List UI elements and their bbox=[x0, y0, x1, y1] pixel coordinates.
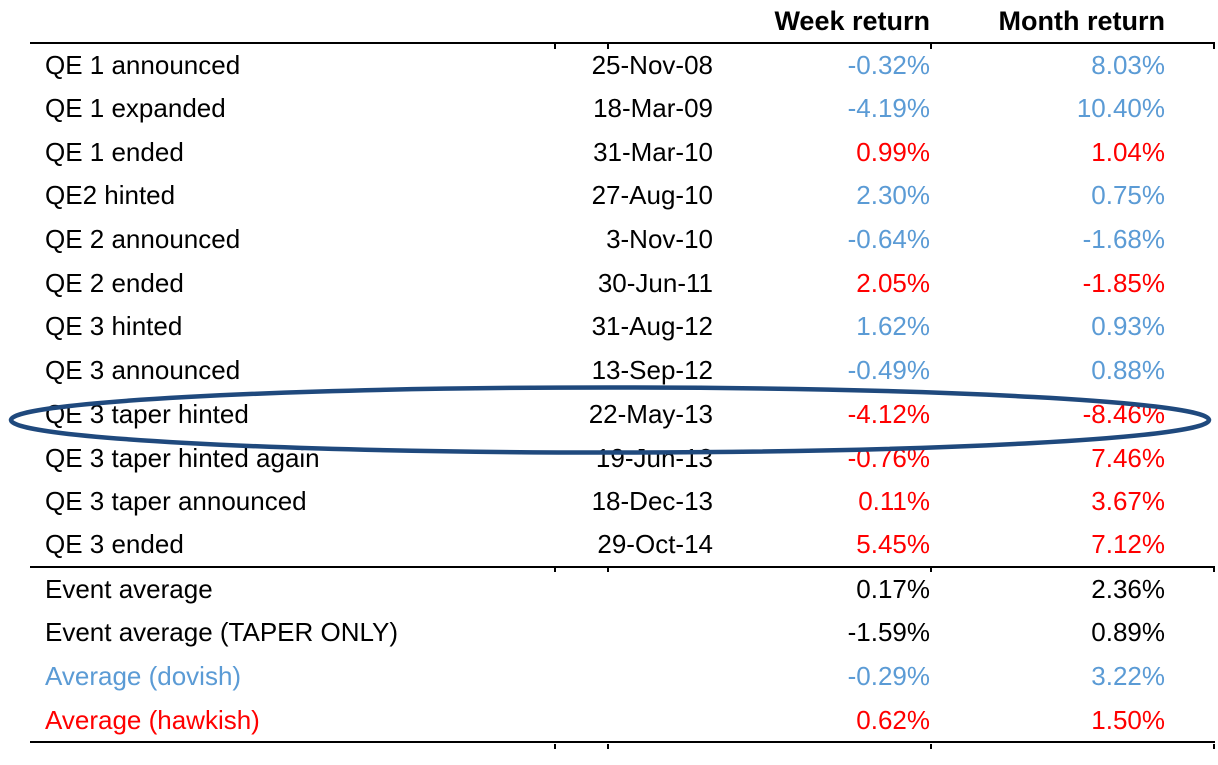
week-return-value: 0.99% bbox=[856, 136, 930, 167]
table-row: QE 3 announced 13-Sep-12 -0.49% 0.88% bbox=[30, 349, 1215, 393]
event-date: 19-Jun-13 bbox=[595, 442, 713, 473]
table-row: QE 1 announced 25-Nov-08 -0.32% 8.03% bbox=[30, 43, 1215, 87]
event-date: 13-Sep-12 bbox=[591, 355, 713, 386]
event-label: QE 3 ended bbox=[30, 523, 555, 569]
month-return-value: -1.85% bbox=[1082, 267, 1165, 298]
column-boundary-tick bbox=[930, 44, 932, 49]
month-return-value: 0.88% bbox=[1091, 355, 1165, 386]
event-date: 25-Nov-08 bbox=[591, 49, 713, 80]
week-return-value: 1.62% bbox=[856, 311, 930, 342]
month-return-value: 3.22% bbox=[1091, 661, 1165, 692]
column-boundary-tick bbox=[554, 44, 556, 49]
event-label: QE 3 taper hinted again bbox=[45, 442, 320, 473]
summary-label: Average (hawkish) bbox=[30, 698, 555, 744]
event-label: QE 2 announced bbox=[45, 224, 241, 255]
event-date: 29-Oct-14 bbox=[555, 523, 713, 569]
week-return-value: 2.05% bbox=[856, 267, 930, 298]
event-date: 27-Aug-10 bbox=[591, 180, 713, 211]
table-row: QE2 hinted 27-Aug-10 2.30% 0.75% bbox=[30, 174, 1215, 218]
table-row: QE 3 taper hinted again 19-Jun-13 -0.76%… bbox=[30, 436, 1215, 480]
week-return-value: -0.76% bbox=[847, 442, 930, 473]
week-return-header: Week return bbox=[713, 0, 930, 44]
summary-row: Event average 0.17% 2.36% bbox=[30, 567, 1215, 611]
event-label: QE 3 hinted bbox=[45, 311, 183, 342]
event-label: QE 1 ended bbox=[45, 136, 184, 167]
month-return-value: 7.46% bbox=[1091, 442, 1165, 473]
month-return-value: 10.40% bbox=[1076, 93, 1165, 124]
column-boundary-tick bbox=[930, 567, 932, 572]
summary-label: Average (dovish) bbox=[45, 661, 242, 692]
summary-row: Average (hawkish) 0.62% 1.50% bbox=[30, 698, 1215, 744]
month-return-header: Month return bbox=[930, 0, 1165, 44]
table-row: QE 3 ended 29-Oct-14 5.45% 7.12% bbox=[30, 523, 1215, 569]
table-row: QE 2 ended 30-Jun-11 2.05% -1.85% bbox=[30, 261, 1215, 305]
month-return-value: -8.46% bbox=[1082, 398, 1165, 429]
event-label: QE 2 ended bbox=[45, 267, 184, 298]
week-return-value: -4.12% bbox=[847, 398, 930, 429]
table-row: QE 1 expanded 18-Mar-09 -4.19% 10.40% bbox=[30, 87, 1215, 131]
table-row: QE 3 hinted 31-Aug-12 1.62% 0.93% bbox=[30, 305, 1215, 349]
summary-row: Average (dovish) -0.29% 3.22% bbox=[30, 655, 1215, 699]
column-boundary-tick bbox=[554, 744, 556, 749]
table-row-highlighted: QE 3 taper hinted 22-May-13 -4.12% -8.46… bbox=[30, 393, 1215, 437]
event-label: QE 1 announced bbox=[45, 49, 241, 80]
week-return-value: 0.62% bbox=[713, 698, 930, 744]
table-row: QE 1 ended 31-Mar-10 0.99% 1.04% bbox=[30, 130, 1215, 174]
month-return-value: 0.75% bbox=[1091, 180, 1165, 211]
month-return-value: 0.89% bbox=[1091, 617, 1165, 648]
column-boundary-tick bbox=[1213, 44, 1215, 49]
week-return-value: 0.17% bbox=[856, 574, 930, 605]
event-label: QE 3 announced bbox=[45, 355, 241, 386]
month-return-value: 1.04% bbox=[1091, 136, 1165, 167]
event-date: 18-Mar-09 bbox=[593, 93, 713, 124]
event-label: QE 3 taper announced bbox=[45, 486, 307, 517]
month-return-value: 0.93% bbox=[1091, 311, 1165, 342]
column-boundary-tick bbox=[930, 744, 932, 749]
column-boundary-tick bbox=[607, 744, 609, 749]
summary-row: Event average (TAPER ONLY) -1.59% 0.89% bbox=[30, 611, 1215, 655]
event-date: 18-Dec-13 bbox=[591, 486, 713, 517]
month-return-value: -1.68% bbox=[1082, 224, 1165, 255]
table-row: QE 2 announced 3-Nov-10 -0.64% -1.68% bbox=[30, 218, 1215, 262]
month-return-value: 2.36% bbox=[1091, 574, 1165, 605]
summary-label: Event average (TAPER ONLY) bbox=[45, 617, 399, 648]
summary-label: Event average bbox=[45, 574, 213, 605]
event-date: 31-Mar-10 bbox=[593, 136, 713, 167]
month-return-value: 1.50% bbox=[930, 698, 1165, 744]
week-return-value: -0.29% bbox=[847, 661, 930, 692]
column-boundary-tick bbox=[554, 567, 556, 572]
column-boundary-tick bbox=[1213, 567, 1215, 572]
event-label: QE2 hinted bbox=[45, 180, 176, 211]
column-boundary-tick bbox=[607, 44, 609, 49]
month-return-value: 8.03% bbox=[1091, 49, 1165, 80]
column-boundary-tick bbox=[607, 567, 609, 572]
date-column-header bbox=[555, 0, 713, 44]
table-row: QE 3 taper announced 18-Dec-13 0.11% 3.6… bbox=[30, 480, 1215, 524]
week-return-value: -0.49% bbox=[847, 355, 930, 386]
event-column-header bbox=[30, 0, 555, 44]
qe-returns-table: Week return Month return QE 1 announced … bbox=[30, 0, 1215, 744]
event-label: QE 3 taper hinted bbox=[45, 398, 249, 429]
week-return-value: -0.32% bbox=[847, 49, 930, 80]
event-label: QE 1 expanded bbox=[45, 93, 226, 124]
week-return-value: 5.45% bbox=[713, 523, 930, 569]
week-return-value: -1.59% bbox=[847, 617, 930, 648]
week-return-value: -4.19% bbox=[847, 93, 930, 124]
event-date: 30-Jun-11 bbox=[597, 267, 713, 298]
week-return-value: -0.64% bbox=[847, 224, 930, 255]
event-date: 22-May-13 bbox=[588, 398, 713, 429]
header-row: Week return Month return bbox=[30, 0, 1215, 44]
column-boundary-tick bbox=[1213, 744, 1215, 749]
month-return-value: 3.67% bbox=[1091, 486, 1165, 517]
event-date: 31-Aug-12 bbox=[591, 311, 713, 342]
event-date: 3-Nov-10 bbox=[606, 224, 713, 255]
week-return-value: 0.11% bbox=[858, 486, 930, 517]
month-return-value: 7.12% bbox=[930, 523, 1165, 569]
week-return-value: 2.30% bbox=[856, 180, 930, 211]
